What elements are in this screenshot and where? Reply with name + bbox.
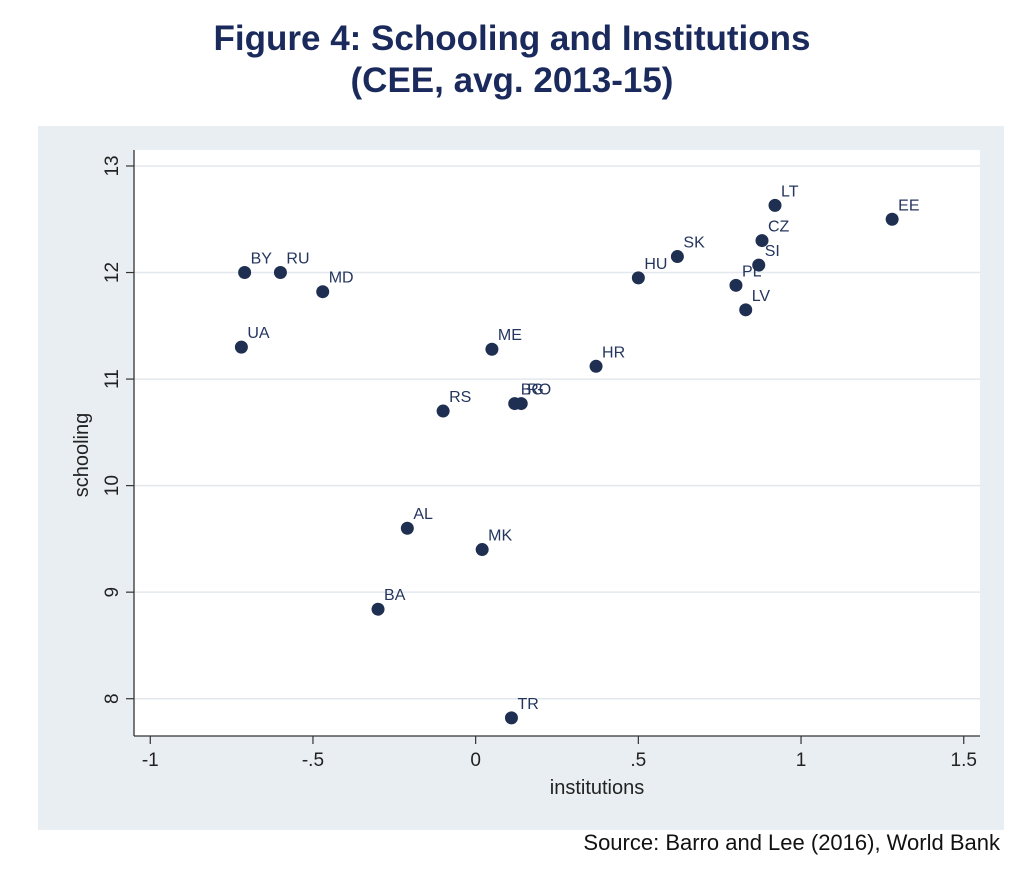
data-point-hr <box>589 359 603 373</box>
figure-title-line-2: (CEE, avg. 2013-15) <box>350 61 674 100</box>
point-label-lt: LT <box>781 183 799 200</box>
point-label-by: BY <box>251 251 273 268</box>
data-point-lt <box>768 198 782 212</box>
point-label-sk: SK <box>683 235 705 252</box>
data-point-pl <box>729 278 743 292</box>
data-point-md <box>316 285 330 299</box>
data-point-al <box>400 521 414 535</box>
data-point-mk <box>475 543 489 557</box>
point-label-ua: UA <box>247 325 270 342</box>
data-point-ba <box>371 602 385 616</box>
plot-area <box>134 150 980 736</box>
y-tick-label: 8 <box>102 693 123 704</box>
x-tick-label: -.5 <box>302 750 324 771</box>
data-point-by <box>238 266 252 280</box>
point-label-rs: RS <box>449 389 471 406</box>
y-tick-label: 12 <box>102 262 123 283</box>
data-point-me <box>485 342 499 356</box>
point-label-ee: EE <box>898 197 919 214</box>
x-tick-label: .5 <box>630 750 646 771</box>
point-label-bg: BG <box>521 382 544 399</box>
y-tick-label: 9 <box>102 587 123 598</box>
data-point-lv <box>739 303 753 317</box>
figure-title-line-1: Figure 4: Schooling and Institutions <box>213 19 811 58</box>
x-tick-label: 1.5 <box>951 750 977 771</box>
source-note: Source: Barro and Lee (2016), World Bank <box>583 830 1000 855</box>
point-label-mk: MK <box>488 528 512 545</box>
point-label-si: SI <box>765 243 780 260</box>
point-label-cz: CZ <box>768 219 790 236</box>
data-point-cz <box>755 234 769 248</box>
point-label-md: MD <box>329 270 354 287</box>
x-tick-label: 1 <box>796 750 807 771</box>
point-label-ro: RO <box>527 382 551 399</box>
data-point-rs <box>436 404 450 418</box>
figure-title: Figure 4: Schooling and Institutions (CE… <box>0 18 1024 102</box>
point-label-lv: LV <box>752 288 771 305</box>
x-tick-label: 0 <box>470 750 481 771</box>
point-label-me: ME <box>498 327 522 344</box>
data-point-si <box>752 258 766 272</box>
x-tick-label: -1 <box>142 750 159 771</box>
data-point-ru <box>273 266 287 280</box>
y-tick-label: 11 <box>102 369 123 389</box>
y-axis-title: schooling <box>71 413 93 498</box>
y-tick-label: 13 <box>102 155 123 176</box>
y-tick-label: 10 <box>102 475 123 496</box>
data-point-hu <box>631 271 645 285</box>
data-point-ee <box>885 212 899 226</box>
data-point-tr <box>504 711 518 725</box>
data-point-ua <box>234 340 248 354</box>
point-label-tr: TR <box>517 696 538 713</box>
x-axis-title: institutions <box>550 777 645 799</box>
data-point-ro <box>514 397 528 411</box>
data-point-sk <box>670 250 684 264</box>
point-label-ru: RU <box>286 251 309 268</box>
point-label-ba: BA <box>384 587 406 604</box>
point-label-hr: HR <box>602 344 625 361</box>
axes: 8 9 10 11 12 13 -1 -.5 0 .5 1 1.5 <box>102 150 980 771</box>
point-label-al: AL <box>413 506 433 523</box>
point-label-hu: HU <box>644 256 667 273</box>
